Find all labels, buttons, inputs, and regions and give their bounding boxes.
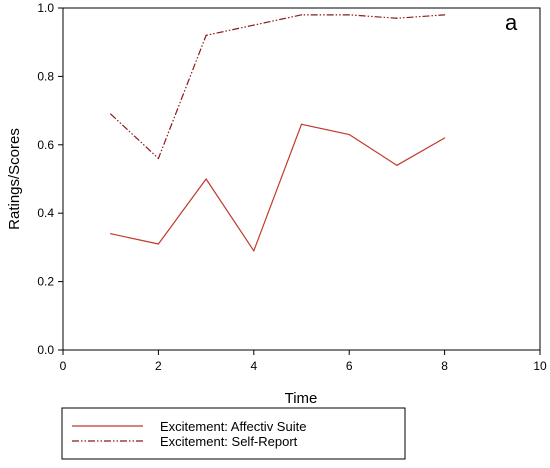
data-point-affectiv (253, 250, 255, 252)
y-tick-label: 0.6 (37, 138, 54, 152)
data-point-self-report (205, 34, 207, 36)
y-tick-label: 0.8 (37, 69, 54, 83)
data-point-self-report (157, 157, 159, 160)
x-tick-label: 2 (155, 359, 162, 373)
y-axis-title: Ratings/Scores (6, 128, 23, 230)
data-point-affectiv (205, 178, 207, 180)
data-point-self-report (300, 14, 303, 16)
x-tick-label: 4 (250, 359, 257, 373)
x-tick-label: 0 (60, 359, 67, 373)
y-tick-label: 0.4 (37, 206, 54, 220)
x-tick-label: 6 (346, 359, 353, 373)
series-line-affectiv (110, 123, 445, 252)
y-tick-label: 0.2 (37, 275, 54, 289)
legend-box (61, 407, 406, 460)
series-line-self-report (110, 14, 445, 160)
data-point-affectiv (396, 164, 398, 166)
legend: Excitement: Affectiv Suite Excitement: S… (61, 407, 406, 460)
legend-label-affectiv: Excitement: Affectiv Suite (160, 419, 306, 434)
x-axis-title: Time (285, 390, 318, 407)
series-layer (110, 14, 446, 252)
y-tick-label: 1.0 (37, 1, 54, 15)
data-point-affectiv (110, 233, 112, 235)
data-point-self-report (444, 14, 446, 16)
plot-frame (62, 7, 541, 351)
axis-ticks: 0 2 4 6 8 10 0.0 0.2 0.4 0.6 0.8 1.0 (37, 1, 547, 373)
data-point-self-report (253, 24, 255, 26)
y-tick-label: 0.0 (37, 343, 54, 357)
plot-area (62, 7, 541, 351)
panel-label: a (505, 10, 518, 35)
data-point-self-report (396, 17, 398, 19)
data-point-affectiv (348, 133, 350, 136)
data-point-self-report (110, 113, 112, 115)
legend-label-self-report: Excitement: Self-Report (160, 434, 298, 449)
data-point-affectiv (157, 243, 159, 245)
data-point-affectiv (444, 137, 446, 139)
x-tick-label: 8 (441, 359, 448, 373)
data-point-self-report (348, 14, 350, 16)
x-tick-label: 10 (533, 359, 547, 373)
data-point-affectiv (300, 123, 303, 125)
